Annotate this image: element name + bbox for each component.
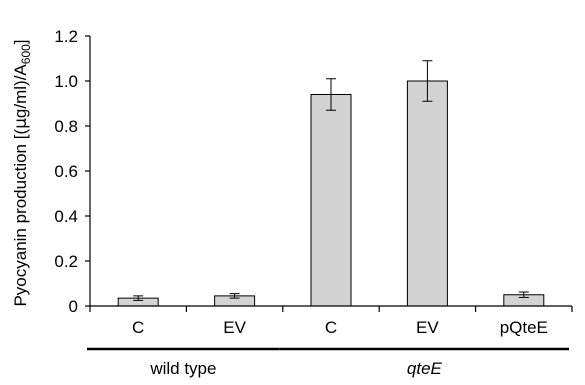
bar — [406, 80, 448, 307]
x-axis: C EV C EV pQteE — [89, 305, 573, 337]
y-tick-label: 0.6 — [54, 162, 78, 181]
bars — [117, 60, 545, 307]
x-category-label: EV — [416, 318, 439, 337]
group-brackets: wild type qteE — [87, 347, 569, 378]
x-category-label: pQteE — [500, 318, 548, 337]
group-label: qteE — [407, 359, 443, 378]
y-axis-label-prefix: Pyocyanin production [( — [11, 129, 30, 307]
x-category-label: C — [325, 318, 337, 337]
y-axis-label: Pyocyanin production [(μg/ml)/A600] — [11, 39, 33, 306]
group-label: wild type — [149, 359, 216, 378]
y-tick-label: 0.8 — [54, 117, 78, 136]
x-category-label: EV — [223, 318, 246, 337]
y-axis-label-mu: μ — [11, 118, 31, 129]
y-tick-label: 0.2 — [54, 252, 78, 271]
y-tick-label: 0.4 — [54, 207, 78, 226]
y-axis-label-subscript: 600 — [19, 44, 33, 64]
y-tick-label: 0 — [69, 297, 78, 316]
bar — [310, 94, 352, 307]
x-category-label: C — [132, 318, 144, 337]
y-axis-label-suffix: ] — [11, 39, 30, 44]
y-tick-label: 1.0 — [54, 72, 78, 91]
y-axis-title: Pyocyanin production [(μg/ml)/A600] — [11, 39, 33, 306]
y-axis: 0 0.2 0.4 0.6 0.8 1.0 1.2 — [54, 27, 91, 316]
y-axis-label-middle: g/ml)/A — [11, 64, 30, 119]
y-tick-label: 1.2 — [54, 27, 78, 46]
